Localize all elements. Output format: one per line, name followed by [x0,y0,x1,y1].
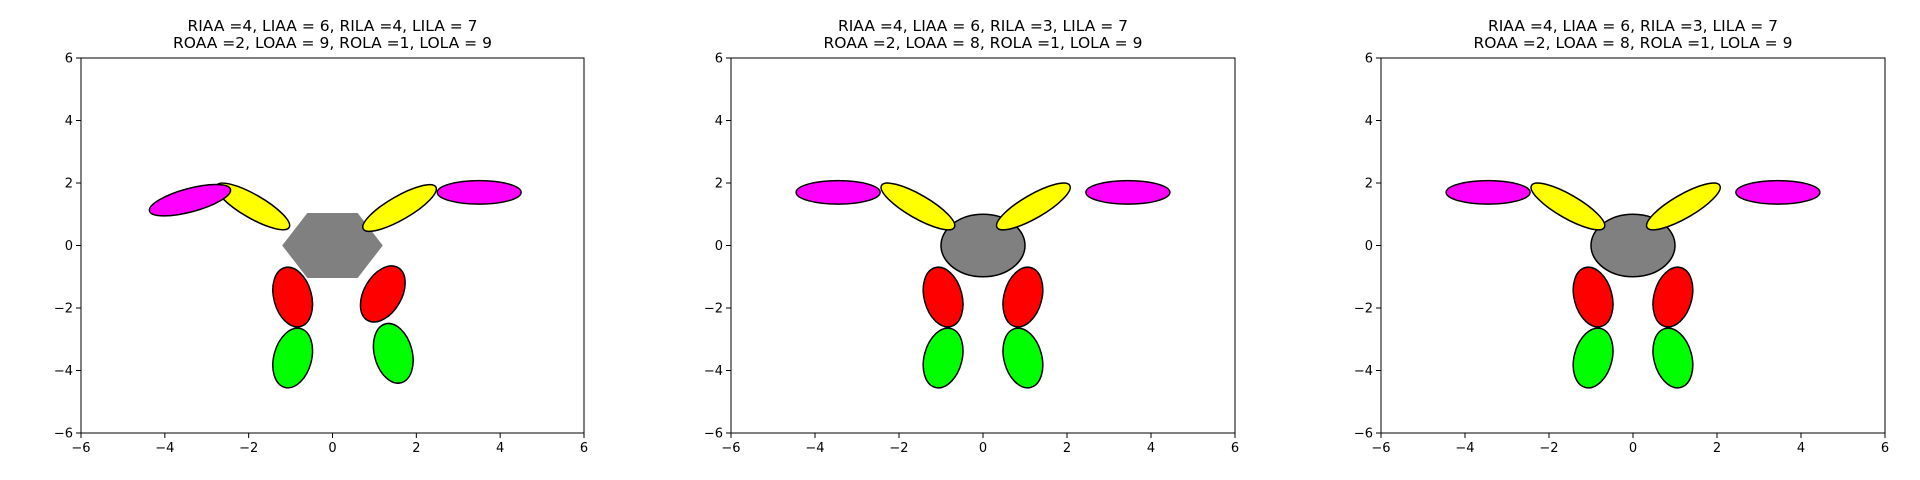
chart-title-line: RIAA =4, LIAA = 6, RILA =4, LILA = 7 [187,17,477,35]
x-tick-label: −4 [1455,441,1474,456]
y-tick-label: 4 [715,114,723,129]
upper-arm-ellipse [1530,182,1606,231]
chart-panel-3: RIAA =4, LIAA = 6, RILA =3, LILA = 7ROAA… [1354,17,1889,456]
y-tick-label: −2 [54,302,73,317]
shin-ellipse [372,322,414,384]
x-tick-label: −2 [889,441,908,456]
forearm-ellipse [1445,179,1531,205]
chart-title-line: ROAA =2, LOAA = 8, ROLA =1, LOLA = 9 [824,34,1143,52]
x-tick-label: 2 [1063,441,1071,456]
x-tick-label: 0 [328,441,336,456]
upper-arm-ellipse [880,182,956,231]
x-tick-label: 4 [496,441,504,456]
forearm-ellipse [1735,179,1821,205]
y-tick-label: −4 [1354,364,1373,379]
x-tick-label: 4 [1797,441,1805,456]
y-tick-label: −2 [704,302,723,317]
x-tick-label: 4 [1147,441,1155,456]
x-tick-label: 2 [412,441,420,456]
x-tick-label: 6 [580,441,588,456]
shin-ellipse [1002,327,1044,389]
forearm-ellipse [1085,179,1171,205]
y-tick-label: −6 [54,427,73,442]
chart-title-line: ROAA =2, LOAA = 8, ROLA =1, LOLA = 9 [1474,34,1793,52]
y-tick-label: 0 [715,239,723,254]
forearm-ellipse [795,179,881,205]
thigh-ellipse [922,266,964,328]
shin-ellipse [272,327,314,389]
body-hexagon [282,213,383,278]
y-tick-label: −6 [1354,427,1373,442]
upper-arm-ellipse [1645,182,1721,231]
y-tick-label: −2 [1354,302,1373,317]
shin-ellipse [1572,327,1614,389]
forearm-ellipse [148,183,232,217]
chart-title-line: RIAA =4, LIAA = 6, RILA =3, LILA = 7 [838,17,1128,35]
x-tick-label: −6 [721,441,740,456]
chart-panel-2: RIAA =4, LIAA = 6, RILA =3, LILA = 7ROAA… [704,17,1239,456]
y-tick-label: 6 [1365,52,1373,67]
x-tick-label: −6 [71,441,90,456]
y-tick-label: 2 [1365,177,1373,192]
forearm-ellipse [436,179,522,205]
y-tick-label: 2 [715,177,723,192]
x-tick-label: 0 [1629,441,1637,456]
x-tick-label: −2 [239,441,258,456]
y-tick-label: 6 [715,52,723,67]
y-tick-label: −6 [704,427,723,442]
x-tick-label: 6 [1881,441,1889,456]
chart-title-line: RIAA =4, LIAA = 6, RILA =3, LILA = 7 [1488,17,1778,35]
thigh-ellipse [1652,266,1694,328]
shin-ellipse [1652,327,1694,389]
x-tick-label: −2 [1539,441,1558,456]
chart-panel-1: RIAA =4, LIAA = 6, RILA =4, LILA = 7ROAA… [54,17,588,456]
y-tick-label: 0 [65,239,73,254]
y-tick-label: 6 [65,52,73,67]
x-tick-label: −6 [1371,441,1390,456]
x-tick-label: −4 [155,441,174,456]
x-tick-label: −4 [805,441,824,456]
chart-title-line: ROAA =2, LOAA = 9, ROLA =1, LOLA = 9 [173,34,492,52]
shin-ellipse [922,327,964,389]
thigh-ellipse [1002,266,1044,328]
thigh-ellipse [1572,266,1614,328]
y-tick-label: 4 [1365,114,1373,129]
y-tick-label: 4 [65,114,73,129]
y-tick-label: 0 [1365,239,1373,254]
thigh-ellipse [359,265,406,323]
x-tick-label: 2 [1713,441,1721,456]
y-tick-label: 2 [65,177,73,192]
y-tick-label: −4 [54,364,73,379]
thigh-ellipse [272,266,314,328]
upper-arm-ellipse [362,183,438,233]
upper-arm-ellipse [995,182,1071,231]
x-tick-label: 6 [1231,441,1239,456]
x-tick-label: 0 [979,441,987,456]
y-tick-label: −4 [704,364,723,379]
